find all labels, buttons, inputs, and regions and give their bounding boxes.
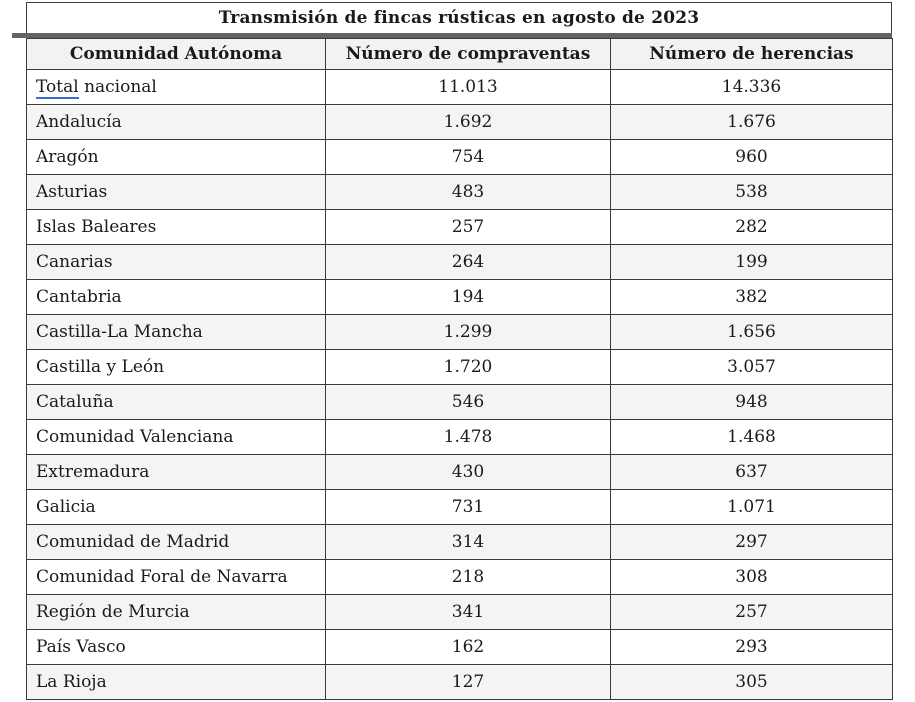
table-body: Total nacional 11.013 14.336 Andalucía 1… — [26, 69, 893, 700]
header-row: Comunidad Autónoma Número de compraventa… — [26, 38, 893, 70]
comunidad-cell: País Vasco — [26, 629, 326, 665]
data-table: Comunidad Autónoma Número de compraventa… — [26, 38, 893, 700]
compraventas-cell: 1.478 — [325, 419, 611, 455]
comunidad-cell: Total nacional — [26, 69, 326, 105]
herencias-cell: 538 — [610, 174, 893, 210]
table-row: Aragón 754 960 — [26, 139, 893, 175]
table-row: Comunidad Valenciana 1.478 1.468 — [26, 419, 893, 455]
comunidad-cell: La Rioja — [26, 664, 326, 700]
comunidad-cell: Galicia — [26, 489, 326, 525]
herencias-cell: 14.336 — [610, 69, 893, 105]
compraventas-cell: 127 — [325, 664, 611, 700]
table-row: Cantabria 194 382 — [26, 279, 893, 315]
table-row: Islas Baleares 257 282 — [26, 209, 893, 245]
compraventas-cell: 1.299 — [325, 314, 611, 350]
compraventas-cell: 162 — [325, 629, 611, 665]
table-row: La Rioja 127 305 — [26, 664, 893, 700]
herencias-cell: 257 — [610, 594, 893, 630]
comunidad-cell: Castilla-La Mancha — [26, 314, 326, 350]
comunidad-cell: Extremadura — [26, 454, 326, 490]
compraventas-cell: 257 — [325, 209, 611, 245]
herencias-cell: 948 — [610, 384, 893, 420]
herencias-cell: 199 — [610, 244, 893, 280]
table-container: Transmisión de fincas rústicas en agosto… — [12, 2, 893, 700]
comunidad-cell: Cataluña — [26, 384, 326, 420]
herencias-cell: 1.676 — [610, 104, 893, 140]
herencias-cell: 3.057 — [610, 349, 893, 385]
compraventas-cell: 264 — [325, 244, 611, 280]
comunidad-cell: Islas Baleares — [26, 209, 326, 245]
compraventas-cell: 341 — [325, 594, 611, 630]
comunidad-cell: Comunidad Foral de Navarra — [26, 559, 326, 595]
compraventas-cell: 546 — [325, 384, 611, 420]
compraventas-cell: 1.720 — [325, 349, 611, 385]
comunidad-cell: Canarias — [26, 244, 326, 280]
table-row: Castilla-La Mancha 1.299 1.656 — [26, 314, 893, 350]
herencias-cell: 293 — [610, 629, 893, 665]
table-row: Castilla y León 1.720 3.057 — [26, 349, 893, 385]
table-row: Andalucía 1.692 1.676 — [26, 104, 893, 140]
column-header-compraventas: Número de compraventas — [325, 38, 611, 70]
comunidad-cell: Comunidad Valenciana — [26, 419, 326, 455]
compraventas-cell: 754 — [325, 139, 611, 175]
comunidad-cell: Comunidad de Madrid — [26, 524, 326, 560]
divider-bar — [12, 33, 892, 38]
column-header-herencias: Número de herencias — [610, 38, 893, 70]
table-row: Total nacional 11.013 14.336 — [26, 69, 893, 105]
table-row: Cataluña 546 948 — [26, 384, 893, 420]
herencias-cell: 637 — [610, 454, 893, 490]
table-row: Región de Murcia 341 257 — [26, 594, 893, 630]
compraventas-cell: 430 — [325, 454, 611, 490]
compraventas-cell: 11.013 — [325, 69, 611, 105]
comunidad-cell: Aragón — [26, 139, 326, 175]
comunidad-cell: Castilla y León — [26, 349, 326, 385]
comunidad-cell: Asturias — [26, 174, 326, 210]
herencias-cell: 297 — [610, 524, 893, 560]
column-header-comunidad: Comunidad Autónoma — [26, 38, 326, 70]
table-row: Comunidad de Madrid 314 297 — [26, 524, 893, 560]
comunidad-cell: Región de Murcia — [26, 594, 326, 630]
comunidad-cell: Andalucía — [26, 104, 326, 140]
table-row: Galicia 731 1.071 — [26, 489, 893, 525]
compraventas-cell: 1.692 — [325, 104, 611, 140]
herencias-cell: 382 — [610, 279, 893, 315]
table-row: Canarias 264 199 — [26, 244, 893, 280]
compraventas-cell: 314 — [325, 524, 611, 560]
compraventas-cell: 218 — [325, 559, 611, 595]
compraventas-cell: 194 — [325, 279, 611, 315]
herencias-cell: 1.468 — [610, 419, 893, 455]
table-row: País Vasco 162 293 — [26, 629, 893, 665]
herencias-cell: 1.071 — [610, 489, 893, 525]
herencias-cell: 308 — [610, 559, 893, 595]
table-row: Extremadura 430 637 — [26, 454, 893, 490]
herencias-cell: 960 — [610, 139, 893, 175]
herencias-cell: 282 — [610, 209, 893, 245]
herencias-cell: 1.656 — [610, 314, 893, 350]
comunidad-cell: Cantabria — [26, 279, 326, 315]
herencias-cell: 305 — [610, 664, 893, 700]
table-row: Comunidad Foral de Navarra 218 308 — [26, 559, 893, 595]
table-title: Transmisión de fincas rústicas en agosto… — [26, 2, 892, 33]
compraventas-cell: 731 — [325, 489, 611, 525]
table-row: Asturias 483 538 — [26, 174, 893, 210]
compraventas-cell: 483 — [325, 174, 611, 210]
total-link[interactable]: Total — [36, 77, 79, 99]
